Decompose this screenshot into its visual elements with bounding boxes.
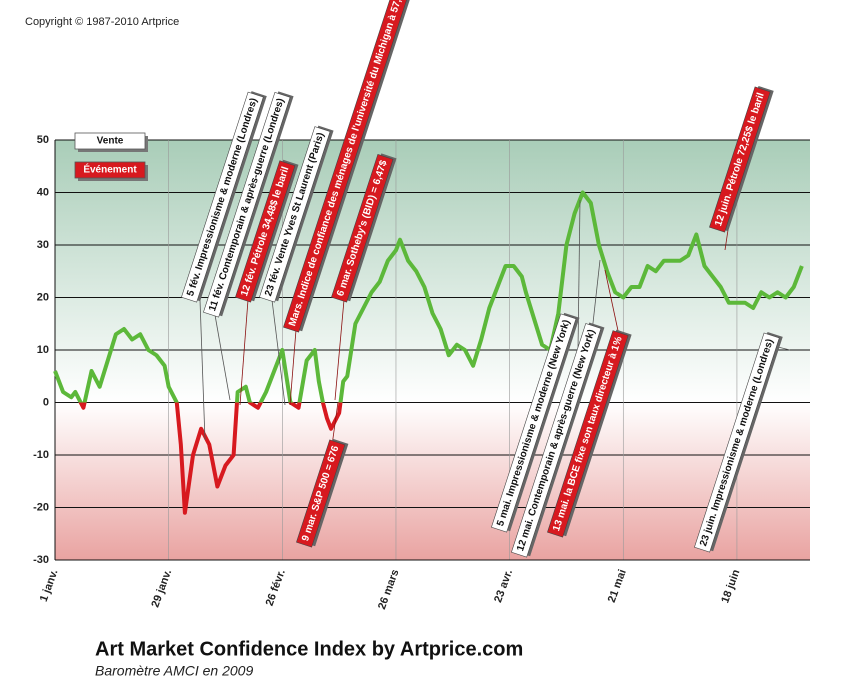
annotation-leader bbox=[604, 269, 621, 341]
annotation-leader bbox=[214, 314, 231, 401]
legend-swatch bbox=[74, 132, 146, 150]
annotation-box bbox=[259, 126, 331, 303]
positive-zone bbox=[55, 140, 810, 403]
annotation-box bbox=[181, 91, 264, 303]
x-tick-label: 26 févr. bbox=[264, 568, 288, 608]
y-tick-label: 40 bbox=[37, 186, 49, 198]
annotation-box bbox=[491, 313, 577, 533]
legend-label: Vente bbox=[97, 136, 124, 147]
y-tick-label: 30 bbox=[37, 239, 49, 251]
annotation-box bbox=[547, 330, 629, 538]
y-tick-label: 0 bbox=[43, 396, 49, 408]
y-tick-label: 20 bbox=[37, 291, 49, 303]
annotation-leader bbox=[239, 299, 249, 406]
x-tick-label: 29 janv. bbox=[149, 568, 174, 609]
annotation-box bbox=[296, 439, 346, 548]
annotation-leader bbox=[577, 199, 581, 351]
y-tick-label: 10 bbox=[37, 344, 49, 356]
x-tick-label: 18 juin bbox=[719, 568, 742, 605]
annotation-box bbox=[511, 323, 602, 558]
x-tick-label: 1 janv. bbox=[38, 568, 61, 604]
line-positive bbox=[53, 190, 804, 403]
y-tick-label: -10 bbox=[33, 449, 49, 461]
negative-zone bbox=[55, 402, 810, 560]
annotation-box bbox=[203, 91, 291, 318]
x-tick-label: 21 mai bbox=[606, 568, 629, 604]
chart-subtitle: Baromètre AMCI en 2009 bbox=[95, 663, 253, 679]
legend-label: Événement bbox=[83, 163, 137, 176]
annotation-leader bbox=[289, 329, 297, 406]
annotation-leader bbox=[334, 299, 345, 401]
x-tick-label: 23 avr. bbox=[492, 568, 515, 604]
annotation-leader bbox=[724, 229, 729, 251]
y-tick-label: -20 bbox=[33, 501, 49, 513]
annotation-box bbox=[709, 86, 771, 233]
annotation-box bbox=[283, 0, 410, 333]
legend-swatch bbox=[74, 161, 146, 179]
chart-title: Art Market Confidence Index by Artprice.… bbox=[95, 638, 523, 660]
annotation-box bbox=[331, 154, 394, 303]
x-tick-label: 26 mars bbox=[376, 568, 402, 611]
copyright: Copyright © 1987-2010 Artprice bbox=[25, 16, 179, 28]
line-negative bbox=[78, 402, 343, 515]
y-tick-label: -30 bbox=[33, 554, 49, 566]
y-tick-label: 50 bbox=[37, 134, 49, 146]
annotation-leader bbox=[271, 299, 286, 406]
annotation-box bbox=[694, 332, 780, 553]
annotation-leader bbox=[199, 299, 206, 441]
annotation-box bbox=[235, 160, 296, 303]
